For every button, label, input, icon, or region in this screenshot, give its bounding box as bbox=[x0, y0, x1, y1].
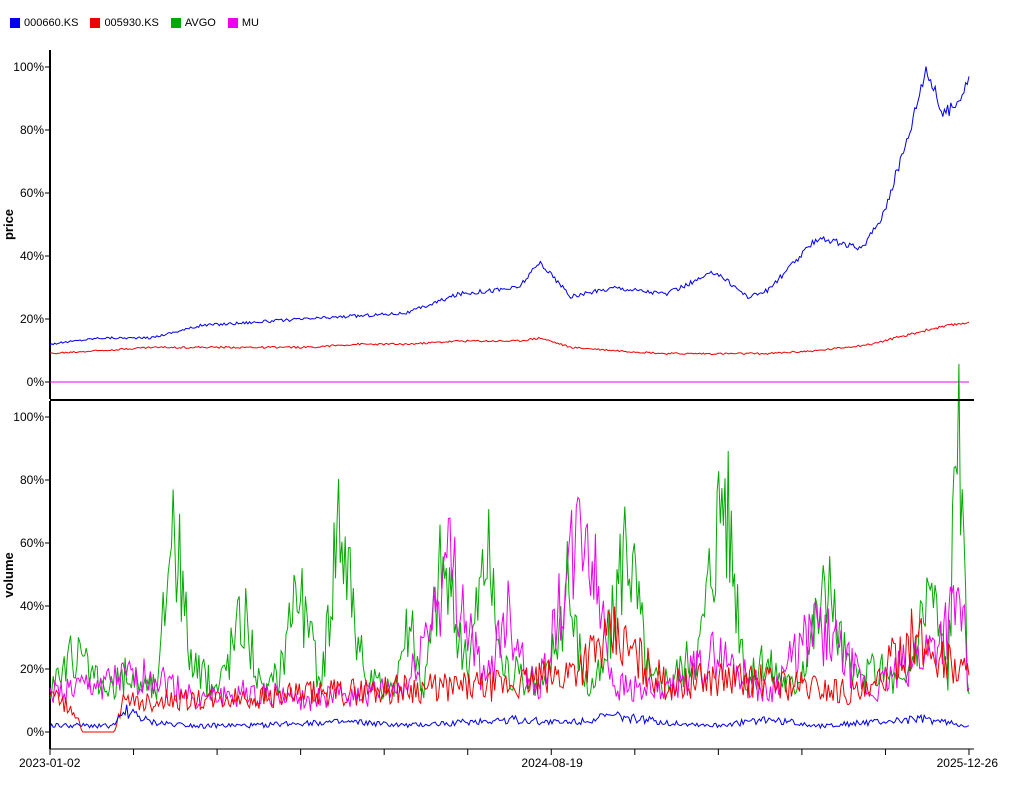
legend-label: MU bbox=[241, 17, 259, 29]
price-y-tick-label: 20% bbox=[20, 312, 44, 326]
volume-y-tick-label: 60% bbox=[20, 536, 44, 550]
legend-item: 005930.KS bbox=[90, 17, 159, 29]
legend: 000660.KS 005930.KS AVGO MU bbox=[10, 17, 259, 29]
legend-item: 000660.KS bbox=[10, 17, 78, 29]
price-panel: 0% 20% 40% 60% 80% 100% price bbox=[1, 50, 970, 399]
x-tick-label: 2023-01-02 bbox=[19, 756, 81, 770]
legend-item: MU bbox=[227, 17, 259, 29]
volume-y-tick-label: 20% bbox=[20, 662, 44, 676]
price-y-tick-label: 60% bbox=[20, 186, 44, 200]
volume-y-tick-label: 0% bbox=[27, 725, 45, 739]
volume-panel: 0% 20% 40% 60% 80% 100% volume bbox=[1, 363, 970, 749]
legend-swatch bbox=[10, 18, 20, 28]
volume-y-tick-label: 40% bbox=[20, 599, 44, 613]
volume-series-000660-ks bbox=[49, 704, 970, 730]
legend-swatch bbox=[227, 18, 238, 28]
volume-series-005930-ks bbox=[49, 606, 970, 733]
legend-swatch bbox=[170, 18, 181, 28]
x-tick-label: 2025-12-26 bbox=[937, 756, 999, 770]
legend-swatch bbox=[90, 18, 101, 28]
price-y-tick-label: 80% bbox=[20, 123, 44, 137]
volume-series-avgo bbox=[49, 363, 970, 701]
price-y-label: price bbox=[1, 209, 16, 240]
volume-series-mu bbox=[49, 496, 970, 712]
volume-y-label: volume bbox=[1, 552, 16, 598]
x-tick-label: 2024-08-19 bbox=[521, 756, 583, 770]
volume-y-tick-label: 100% bbox=[13, 410, 44, 424]
x-axis: 2023-01-02 2024-08-19 2025-12-26 bbox=[19, 399, 999, 770]
legend-label: AVGO bbox=[184, 17, 216, 29]
price-series-005930-ks bbox=[49, 321, 970, 356]
price-series-000660-ks bbox=[49, 66, 970, 346]
price-y-tick-label: 40% bbox=[20, 249, 44, 263]
legend-label: 005930.KS bbox=[104, 17, 159, 29]
price-y-tick-label: 0% bbox=[27, 375, 45, 389]
legend-item: AVGO bbox=[170, 17, 216, 29]
price-y-tick-label: 100% bbox=[13, 60, 44, 74]
volume-y-tick-label: 80% bbox=[20, 473, 44, 487]
legend-label: 000660.KS bbox=[24, 17, 79, 29]
